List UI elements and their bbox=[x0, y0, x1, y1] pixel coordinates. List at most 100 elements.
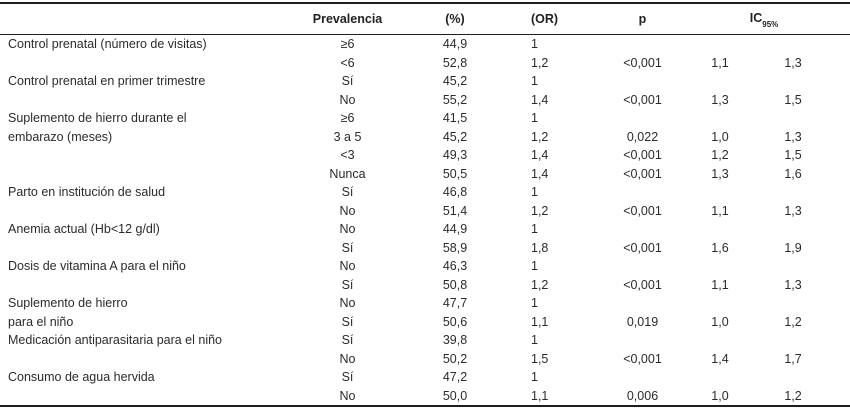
category-value: Sí bbox=[341, 314, 354, 329]
header-row: Prevalencia (%) (OR) p IC95% bbox=[0, 3, 850, 35]
ci-upper-value bbox=[750, 368, 850, 387]
prevalence-percent-value: 44,9 bbox=[442, 37, 468, 51]
variable-label: Suplemento de hierro durante el bbox=[8, 111, 187, 125]
variable-label: Suplemento de hierro bbox=[8, 296, 128, 310]
p-value: <0,001 bbox=[623, 277, 662, 292]
ci-upper-value bbox=[750, 257, 850, 276]
header-p-value: p bbox=[595, 3, 690, 35]
ci-lower-value: 1,1 bbox=[711, 55, 729, 70]
ci-upper-value: 1,5 bbox=[784, 148, 802, 162]
p-value: <0,001 bbox=[623, 351, 662, 366]
category-value: Sí bbox=[341, 333, 354, 347]
category-value: No bbox=[339, 92, 356, 107]
variable-label bbox=[0, 54, 290, 73]
p-value: <0,001 bbox=[623, 92, 662, 107]
prevalence-percent-value: 47,7 bbox=[442, 296, 468, 310]
prevalence-percent-value: 41,5 bbox=[442, 111, 468, 125]
odds-ratio-value: 1,2 bbox=[531, 203, 549, 218]
category-value: 3 a 5 bbox=[333, 129, 362, 144]
odds-ratio-value: 1 bbox=[531, 222, 538, 236]
table-row: No 55,2 1,4 <0,001 1,3 1,5 bbox=[0, 91, 850, 110]
ci-upper-value: 1,5 bbox=[784, 92, 802, 107]
p-value bbox=[595, 220, 690, 239]
ci-upper-value bbox=[750, 183, 850, 202]
prevalence-percent-value: 50,5 bbox=[442, 166, 468, 181]
p-value bbox=[595, 109, 690, 128]
variable-label: embarazo (meses) bbox=[8, 129, 113, 144]
odds-ratio-value: 1 bbox=[531, 296, 538, 310]
ci-upper-value bbox=[750, 331, 850, 350]
category-value: No bbox=[339, 388, 356, 403]
p-value: 0,006 bbox=[626, 388, 659, 403]
prevalence-percent-value: 58,9 bbox=[442, 240, 468, 255]
table-row: Sí 58,9 1,8 <0,001 1,6 1,9 bbox=[0, 239, 850, 258]
category-value: <6 bbox=[340, 55, 355, 70]
ci-lower-value bbox=[690, 183, 750, 202]
odds-ratio-value: 1,1 bbox=[531, 314, 549, 329]
ci-lower-value bbox=[690, 257, 750, 276]
ci-lower-value bbox=[690, 35, 750, 54]
variable-label: Medicación antiparasitaria para el niño bbox=[8, 333, 223, 347]
ci-lower-value bbox=[690, 220, 750, 239]
table-row: Nunca 50,5 1,4 <0,001 1,3 1,6 bbox=[0, 165, 850, 184]
table-row: Control prenatal (número de visitas) ≥6 … bbox=[0, 35, 850, 54]
ci-upper-value bbox=[750, 109, 850, 128]
table-row: No 50,2 1,5 <0,001 1,4 1,7 bbox=[0, 350, 850, 369]
variable-label bbox=[0, 350, 290, 369]
p-value bbox=[595, 331, 690, 350]
ic-label: IC bbox=[749, 10, 763, 25]
ci-lower-value: 1,0 bbox=[711, 129, 729, 144]
category-value: No bbox=[339, 259, 356, 273]
odds-ratio-value: 1,2 bbox=[531, 277, 549, 292]
variable-label bbox=[0, 387, 290, 407]
prevalence-percent-value: 50,2 bbox=[442, 351, 468, 366]
table-row: Dosis de vitamina A para el niño No 46,3… bbox=[0, 257, 850, 276]
category-value: No bbox=[339, 296, 356, 310]
variable-label: Parto en institución de salud bbox=[8, 185, 166, 199]
odds-ratio-value: 1,4 bbox=[531, 148, 549, 162]
prevalence-percent-value: 46,3 bbox=[442, 259, 468, 273]
header-confidence-interval: IC95% bbox=[690, 3, 850, 35]
category-value: Sí bbox=[341, 185, 354, 199]
ci-lower-value: 1,2 bbox=[711, 148, 729, 162]
category-value: Nunca bbox=[329, 166, 366, 181]
prevalence-percent-value: 51,4 bbox=[442, 203, 468, 218]
prevalence-percent-value: 46,8 bbox=[442, 185, 468, 199]
ci-upper-value: 1,2 bbox=[784, 314, 802, 329]
ci-lower-value: 1,4 bbox=[711, 351, 729, 366]
ci-upper-value: 1,9 bbox=[784, 240, 802, 255]
table-body: Control prenatal (número de visitas) ≥6 … bbox=[0, 35, 850, 407]
odds-ratio-value: 1 bbox=[531, 259, 538, 273]
odds-ratio-value: 1,4 bbox=[531, 92, 549, 107]
prevalence-percent-value: 39,8 bbox=[442, 333, 468, 347]
variable-label: Control prenatal en primer trimestre bbox=[8, 74, 206, 88]
ci-lower-value bbox=[690, 109, 750, 128]
prevalence-percent-value: 50,6 bbox=[442, 314, 468, 329]
p-value bbox=[595, 72, 690, 91]
odds-ratio-value: 1,4 bbox=[531, 166, 549, 181]
p-value bbox=[595, 368, 690, 387]
table-row: <3 49,3 1,4 <0,001 1,2 1,5 bbox=[0, 146, 850, 165]
variable-label: Consumo de agua hervida bbox=[8, 370, 155, 384]
ci-lower-value bbox=[690, 294, 750, 313]
table-row: Parto en institución de salud Sí 46,8 1 bbox=[0, 183, 850, 202]
category-value: Sí bbox=[341, 74, 354, 88]
category-value: No bbox=[339, 222, 356, 236]
p-value: <0,001 bbox=[623, 240, 662, 255]
ci-upper-value: 1,3 bbox=[784, 129, 802, 144]
ci-lower-value bbox=[690, 72, 750, 91]
ci-lower-value: 1,0 bbox=[711, 388, 729, 403]
ci-lower-value: 1,3 bbox=[711, 92, 729, 107]
variable-label: para el niño bbox=[8, 314, 74, 329]
table-row: Suplemento de hierro No 47,7 1 bbox=[0, 294, 850, 313]
ci-upper-value bbox=[750, 294, 850, 313]
variable-label bbox=[0, 165, 290, 184]
ic-subscript: 95% bbox=[762, 20, 779, 30]
header-prevalencia: Prevalencia bbox=[290, 3, 405, 35]
ci-upper-value bbox=[750, 35, 850, 54]
table-row: Anemia actual (Hb<12 g/dl) No 44,9 1 bbox=[0, 220, 850, 239]
table-row: Medicación antiparasitaria para el niño … bbox=[0, 331, 850, 350]
category-value: No bbox=[339, 351, 356, 366]
header-variable bbox=[0, 3, 290, 35]
ci-upper-value: 1,6 bbox=[784, 166, 802, 181]
